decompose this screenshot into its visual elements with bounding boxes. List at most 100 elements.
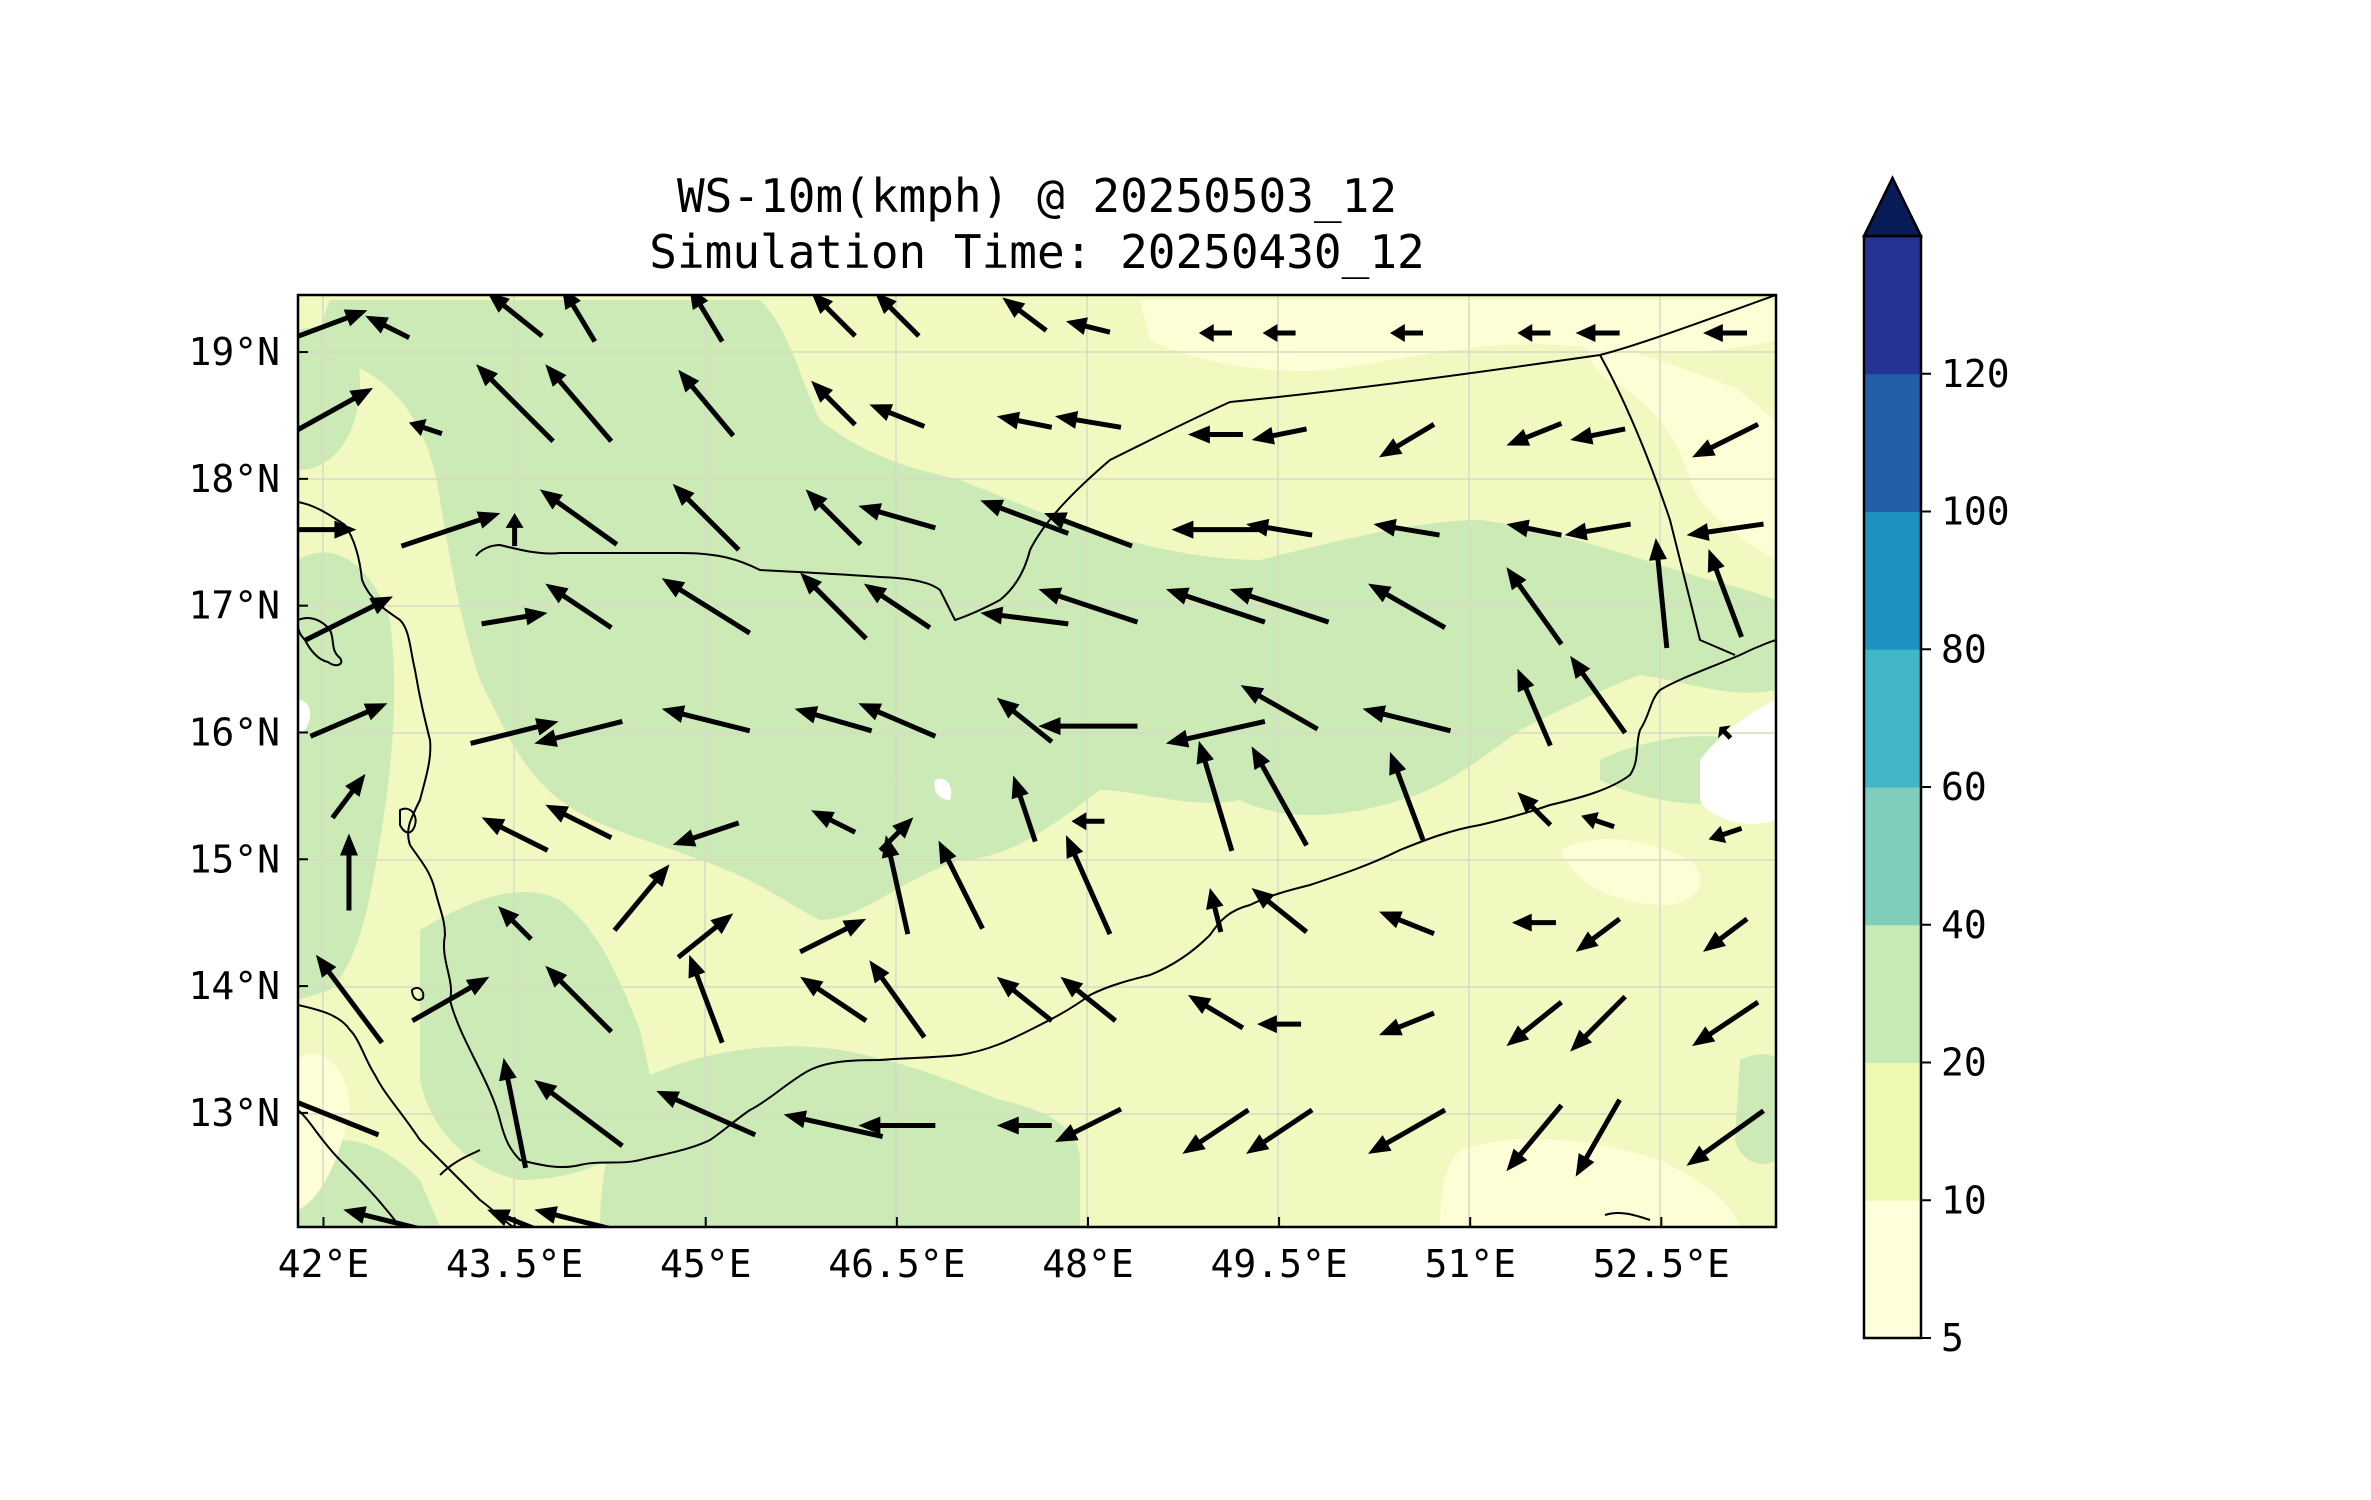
wind-arrow [938, 840, 985, 930]
colorbar-tick-label: 5 [1941, 1316, 1964, 1360]
wind-arrow [805, 489, 863, 547]
wind-arrow [400, 511, 501, 549]
wind-arrow [1703, 916, 1749, 952]
y-tick-label: 18°N [188, 457, 280, 501]
wind-arrow [672, 483, 741, 552]
wind-arrow [476, 364, 555, 444]
colorbar-tick-label: 120 [1941, 352, 2010, 396]
colorbar-segment [1864, 1062, 1921, 1201]
colorbar-tick-label: 60 [1941, 765, 1987, 809]
y-tick-label: 13°N [188, 1091, 280, 1135]
wind-arrow [1506, 421, 1563, 446]
wind-arrow [996, 697, 1054, 744]
wind-arrow [1165, 587, 1266, 625]
y-axis-ticks: 13°N 14°N 15°N 16°N 17°N 18°N 19°N [188, 330, 308, 1135]
wind-arrow [343, 1206, 423, 1227]
wind-arrow [545, 965, 614, 1034]
wind-arrow [1581, 812, 1615, 830]
wind-arrow [1187, 425, 1243, 444]
wind-arrow [1570, 426, 1626, 445]
wind-arrow [1390, 324, 1423, 343]
wind-arrow [1703, 324, 1748, 343]
wind-arrow [1065, 317, 1111, 335]
wind-arrow [858, 503, 937, 531]
wind-arrow [1054, 1106, 1123, 1143]
wind-arrow [1718, 725, 1733, 740]
x-tick-label: 43.5°E [446, 1242, 583, 1286]
wind-arrow [1368, 1107, 1447, 1154]
wind-arrow [309, 703, 388, 739]
wind-arrow [1506, 1000, 1563, 1047]
x-tick-label: 45°E [660, 1242, 752, 1286]
wind-arrow [1165, 719, 1266, 748]
x-axis-ticks: 42°E 43.5°E 45°E 46.5°E 48°E 49.5°E 51°E 52.5°E [278, 1217, 1730, 1286]
colorbar-tick-label: 10 [1941, 1178, 1987, 1222]
x-tick-label: 46.5°E [828, 1242, 965, 1286]
y-tick-label: 19°N [188, 330, 280, 374]
wind-arrow [1196, 740, 1235, 852]
wind-arrow [1506, 567, 1564, 646]
wind-arrow [481, 817, 549, 853]
x-tick-label: 51°E [1424, 1242, 1516, 1286]
wind-arrow [800, 976, 868, 1023]
wind-arrow [1262, 324, 1296, 343]
wind-arrow [298, 1099, 380, 1138]
map-title-line-2: Simulation Time: 20250430_12 [649, 225, 1425, 279]
wind-arrow [487, 1209, 538, 1227]
wind-arrow [1575, 1098, 1622, 1177]
wind-arrow [1506, 1103, 1564, 1172]
wind-arrow [499, 1057, 529, 1169]
wind-arrow [1517, 324, 1551, 343]
wind-arrow [1570, 994, 1627, 1052]
wind-vectors [298, 295, 1765, 1227]
x-tick-label: 52.5°E [1593, 1242, 1730, 1286]
wind-arrow [1240, 685, 1319, 732]
wind-arrow [672, 820, 740, 847]
wind-arrow [1708, 825, 1743, 843]
x-tick-label: 49.5°E [1210, 1242, 1347, 1286]
wind-arrow [1251, 426, 1308, 445]
wind-arrow [690, 295, 725, 343]
wind-arrow [298, 387, 373, 433]
wind-arrow [811, 380, 857, 427]
colorbar-segment [1864, 511, 1921, 650]
wind-arrow [1043, 512, 1133, 549]
y-tick-label: 14°N [188, 964, 280, 1008]
wind-arrow [1379, 1010, 1435, 1036]
wind-arrow [1686, 1108, 1765, 1166]
wind-arrow [315, 954, 384, 1045]
wind-arrow [505, 513, 524, 547]
wind-arrow [1229, 587, 1330, 625]
wind-arrow [1379, 911, 1435, 936]
colorbar-segment [1864, 649, 1921, 788]
wind-arrow [1060, 976, 1118, 1023]
wind-arrow [1389, 751, 1426, 841]
wind-arrow [1517, 668, 1553, 747]
wind-arrow [980, 606, 1069, 627]
wind-arrow [1002, 297, 1048, 333]
wind-arrow [1707, 548, 1744, 638]
wind-arrow [488, 295, 544, 338]
wind-arrow [878, 817, 914, 853]
wind-arrow [794, 706, 873, 734]
wind-arrow [469, 718, 559, 746]
wind-arrow [545, 583, 613, 630]
wind-arrow [481, 607, 548, 627]
colorbar-tick-label: 100 [1941, 490, 2010, 534]
wind-arrow [678, 369, 736, 438]
wind-arrow [996, 411, 1053, 430]
wind-arrow [1506, 519, 1562, 538]
wind-arrow [996, 1116, 1052, 1135]
wind-arrow [303, 596, 393, 643]
wind-arrow [1564, 521, 1632, 541]
wind-arrow [1171, 520, 1260, 539]
wind-arrow [863, 583, 932, 630]
wind-arrow [1246, 1107, 1314, 1154]
wind-arrow [800, 572, 868, 641]
wind-arrow [1071, 812, 1105, 831]
wind-arrow [1373, 518, 1440, 538]
wind-arrow [996, 976, 1054, 1023]
wind-arrow [330, 773, 366, 820]
wind-arrow [1649, 537, 1670, 649]
